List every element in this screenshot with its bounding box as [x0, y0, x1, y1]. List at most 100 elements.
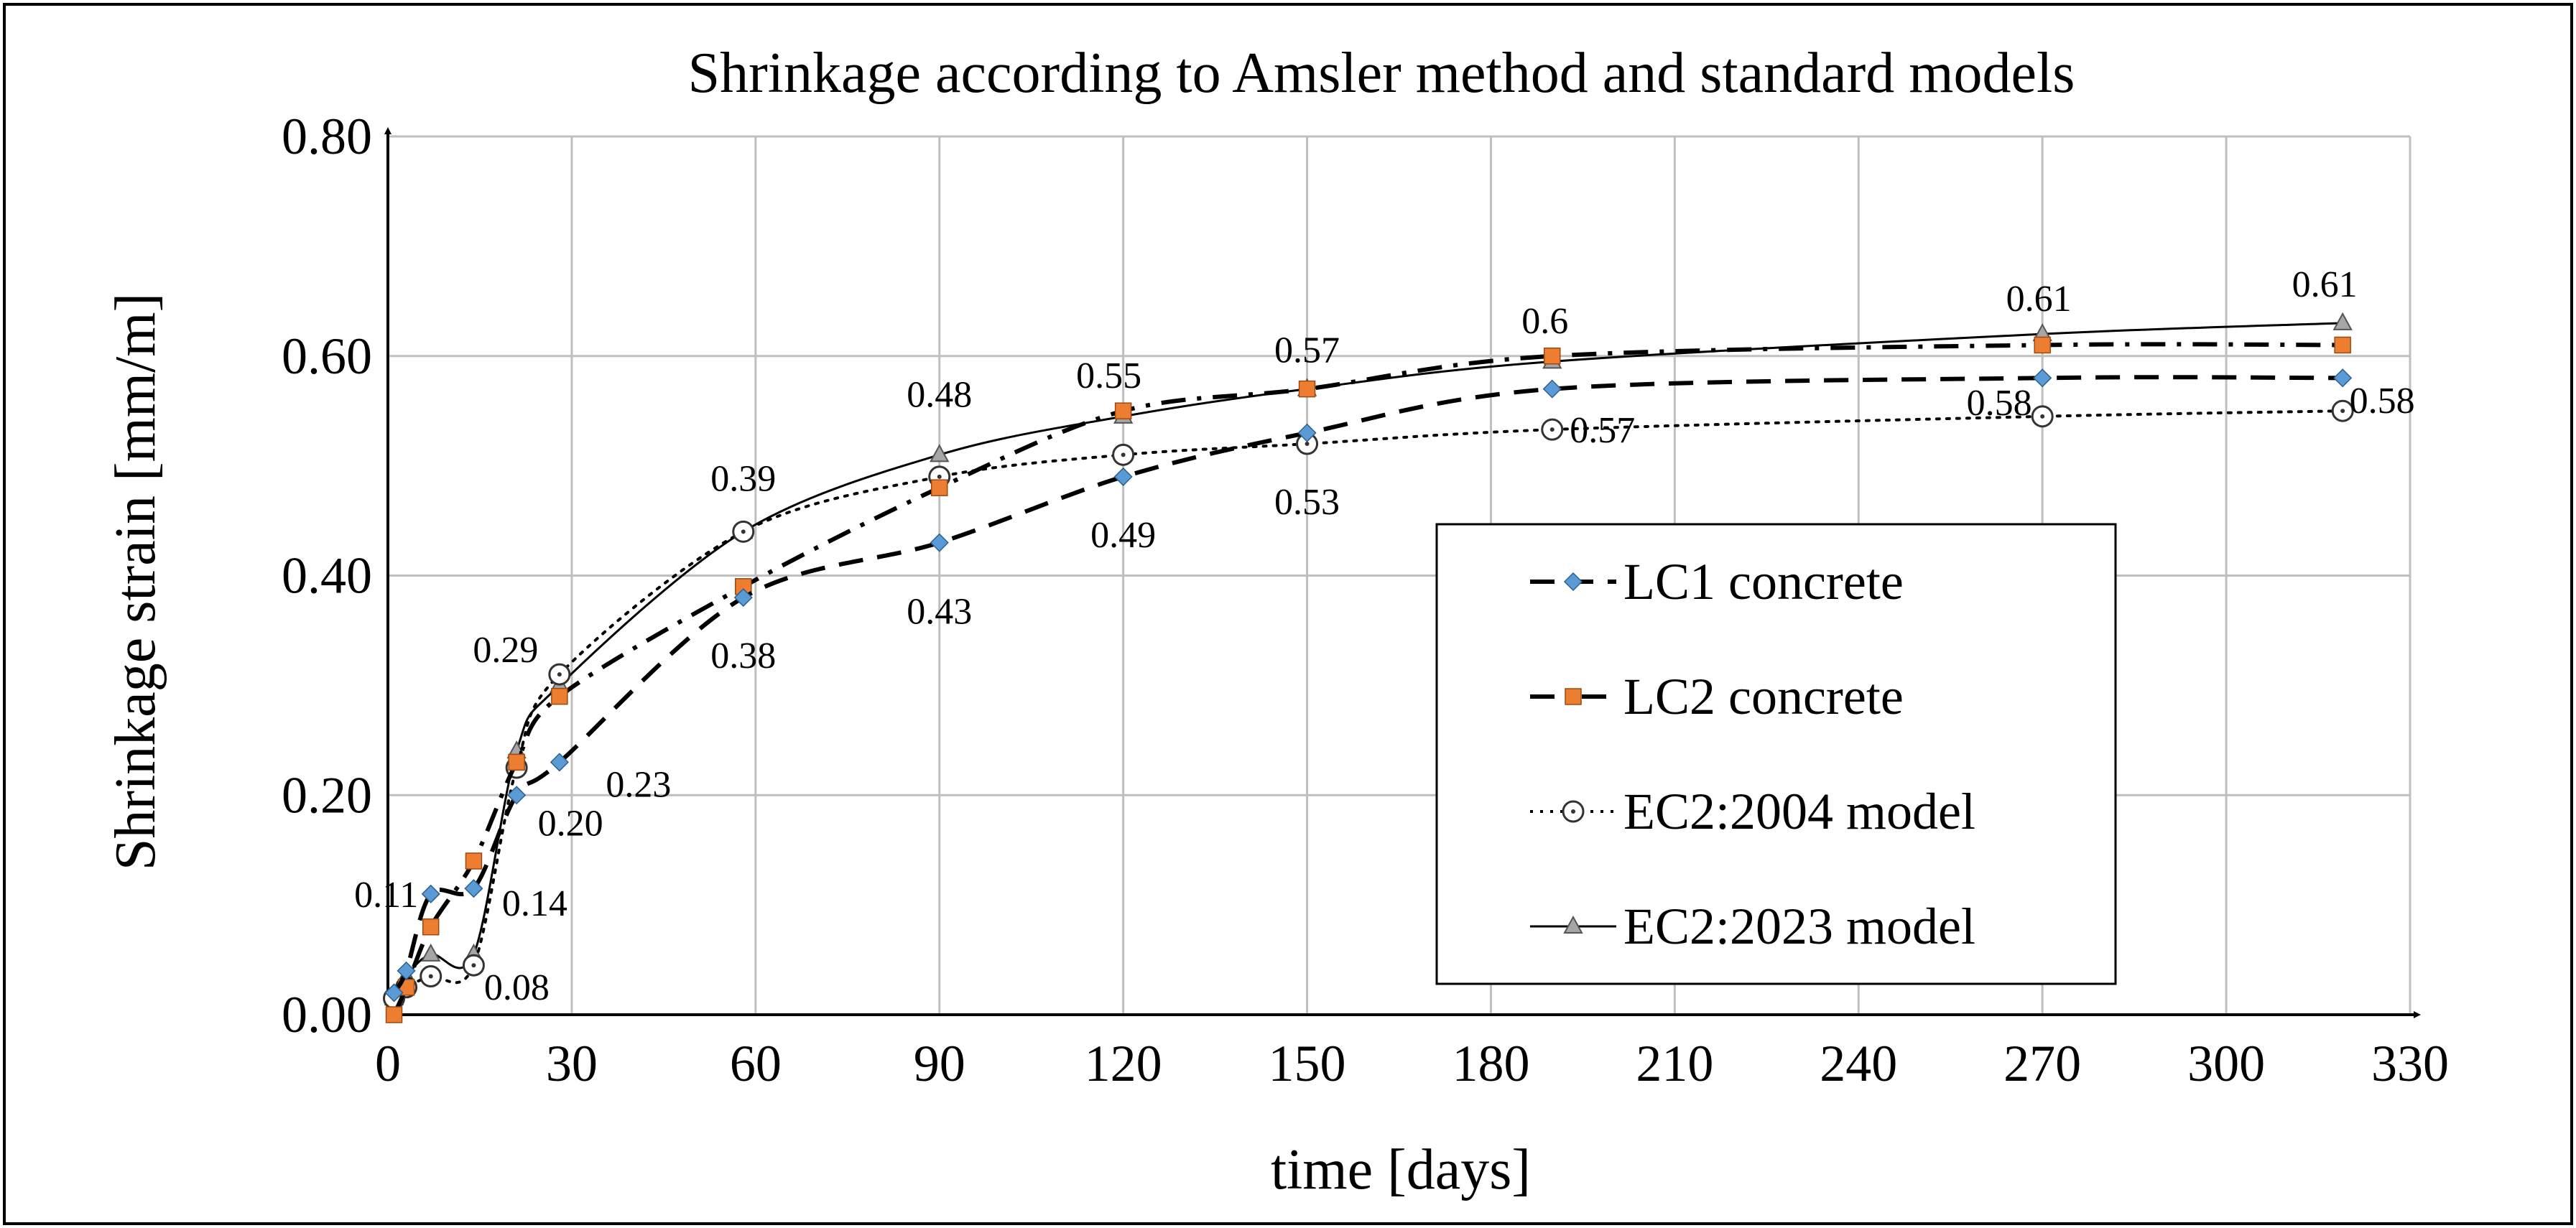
- series-lc2-concrete: [385, 336, 2351, 1023]
- legend-marker-ec2-2004-model: [1562, 800, 1585, 823]
- legend-item-ec2-2023-model[interactable]: EC2:2023 model: [1530, 898, 1975, 955]
- series-lc1-concrete: [384, 368, 2353, 1003]
- y-tick-label: 0.60: [282, 327, 372, 385]
- legend-item-lc2-concrete[interactable]: LC2 concrete: [1530, 668, 1904, 725]
- data-label: 0.6: [1521, 301, 1568, 342]
- data-point-lc1-concrete: [550, 753, 569, 772]
- x-tick-label: 210: [1636, 1035, 1713, 1092]
- data-point-lc2-concrete: [1114, 402, 1132, 419]
- data-point-lc1-concrete: [2033, 368, 2052, 388]
- data-point-ec2-2023-model: [421, 943, 441, 962]
- data-point-ec2-2004-model: [2031, 405, 2054, 428]
- data-label: 0.43: [907, 592, 972, 633]
- legend-label-ec2-2023-model: EC2:2023 model: [1623, 898, 1975, 955]
- y-tick-label: 0.20: [282, 766, 372, 824]
- data-point-lc2-concrete: [422, 918, 440, 936]
- data-point-ec2-2004-model: [420, 964, 443, 987]
- data-label: 0.48: [907, 374, 972, 415]
- data-label: 0.49: [1090, 515, 1156, 556]
- data-point-lc1-concrete: [464, 879, 483, 898]
- x-tick-label: 30: [546, 1035, 598, 1092]
- series-line-ec2-2004-model: [392, 409, 2345, 1000]
- data-label: 0.39: [710, 458, 776, 499]
- x-tick-label: 300: [2187, 1035, 2265, 1092]
- x-tick-label: 0: [375, 1035, 401, 1092]
- data-point-ec2-2023-model: [930, 444, 950, 462]
- legend-item-ec2-2004-model[interactable]: EC2:2004 model: [1530, 783, 1975, 840]
- data-point-lc1-concrete: [397, 961, 416, 980]
- data-label: 0.55: [1076, 355, 1141, 396]
- x-tick-label: 60: [730, 1035, 782, 1092]
- data-label: 0.61: [2292, 264, 2358, 305]
- x-tick-label: 120: [1085, 1035, 1162, 1092]
- data-label: 0.58: [2350, 381, 2415, 422]
- data-point-ec2-2004-model: [1541, 418, 1564, 441]
- legend-box: [1435, 523, 2117, 985]
- tick-labels: 0 30 60 90 120 150 180 210 240 270 300 3300.000.200…: [282, 108, 2449, 1092]
- data-point-lc1-concrete: [421, 884, 440, 903]
- legend-marker-lc1-concrete: [1563, 572, 1583, 592]
- x-tick-label: 270: [2003, 1035, 2081, 1092]
- x-tick-label: 150: [1269, 1035, 1346, 1092]
- data-label: 0.57: [1570, 410, 1635, 451]
- data-labels: 0.11 0.14 0.08 0.200.23 0.29 0.38 0.39 0.43 0.48…: [354, 264, 2414, 1008]
- axes: [384, 127, 2421, 1018]
- data-label: 0.08: [484, 967, 550, 1008]
- data-point-lc1-concrete: [930, 533, 949, 552]
- data-label: 0.20: [538, 803, 603, 844]
- legend-item-lc1-concrete[interactable]: LC1 concrete: [1530, 553, 1904, 610]
- data-point-ec2-2004-model: [1112, 443, 1135, 466]
- data-label: 0.23: [606, 764, 671, 805]
- series-line-lc1-concrete: [392, 375, 2343, 995]
- legend: LC1 concrete LC2 concrete EC2:2004 model EC…: [1435, 523, 2117, 985]
- data-point-lc1-concrete: [733, 588, 753, 608]
- legend-marker-lc2-concrete: [1565, 688, 1582, 705]
- data-label: 0.11: [354, 875, 418, 916]
- data-point-lc2-concrete: [2334, 336, 2351, 354]
- y-tick-label: 0.40: [282, 547, 372, 605]
- data-point-lc2-concrete: [385, 1006, 403, 1023]
- data-point-ec2-2004-model: [2331, 399, 2354, 422]
- data-point-ec2-2004-model: [462, 954, 485, 977]
- data-label: 0.58: [1967, 383, 2032, 424]
- data-label: 0.57: [1274, 330, 1340, 371]
- data-point-lc1-concrete: [1297, 423, 1317, 442]
- y-axis-label: Shrinkage strain [mm/m]: [104, 293, 167, 870]
- series: [383, 312, 2354, 1023]
- x-tick-label: 240: [1820, 1035, 1897, 1092]
- data-point-lc2-concrete: [1298, 380, 1316, 398]
- chart-frame: [3, 3, 2573, 1225]
- data-point-lc1-concrete: [507, 786, 527, 805]
- x-tick-label: 180: [1452, 1035, 1529, 1092]
- y-tick-label: 0.80: [282, 108, 372, 165]
- data-point-ec2-2023-model: [2332, 312, 2353, 330]
- x-tick-label: 90: [914, 1035, 965, 1092]
- data-point-lc2-concrete: [551, 687, 568, 705]
- chart-title: Shrinkage according to Amsler method and…: [688, 42, 2075, 105]
- data-point-lc2-concrete: [1544, 348, 1561, 365]
- y-tick-label: 0.00: [282, 986, 372, 1043]
- data-point-lc2-concrete: [930, 479, 948, 496]
- x-tick-label: 330: [2371, 1035, 2449, 1092]
- x-axis-label: time [days]: [1271, 1138, 1531, 1201]
- data-point-lc1-concrete: [1542, 379, 1562, 399]
- data-label: 0.61: [2006, 279, 2072, 320]
- data-label: 0.53: [1274, 482, 1340, 523]
- legend-label-lc2-concrete: LC2 concrete: [1623, 668, 1904, 725]
- data-point-lc1-concrete: [384, 983, 404, 1003]
- data-point-lc2-concrete: [2034, 336, 2051, 354]
- data-label: 0.14: [502, 883, 567, 924]
- data-label: 0.38: [710, 636, 776, 676]
- legend-label-ec2-2004-model: EC2:2004 model: [1623, 783, 1975, 840]
- data-point-lc2-concrete: [508, 753, 525, 771]
- data-point-lc2-concrete: [465, 852, 483, 870]
- legend-marker-ec2-2023-model: [1563, 915, 1583, 934]
- data-point-ec2-2004-model: [732, 520, 755, 543]
- data-point-lc1-concrete: [1113, 467, 1133, 486]
- data-point-ec2-2004-model: [548, 663, 571, 686]
- legend-label-lc1-concrete: LC1 concrete: [1623, 553, 1904, 610]
- data-label: 0.29: [473, 630, 538, 671]
- data-point-lc1-concrete: [2333, 368, 2353, 388]
